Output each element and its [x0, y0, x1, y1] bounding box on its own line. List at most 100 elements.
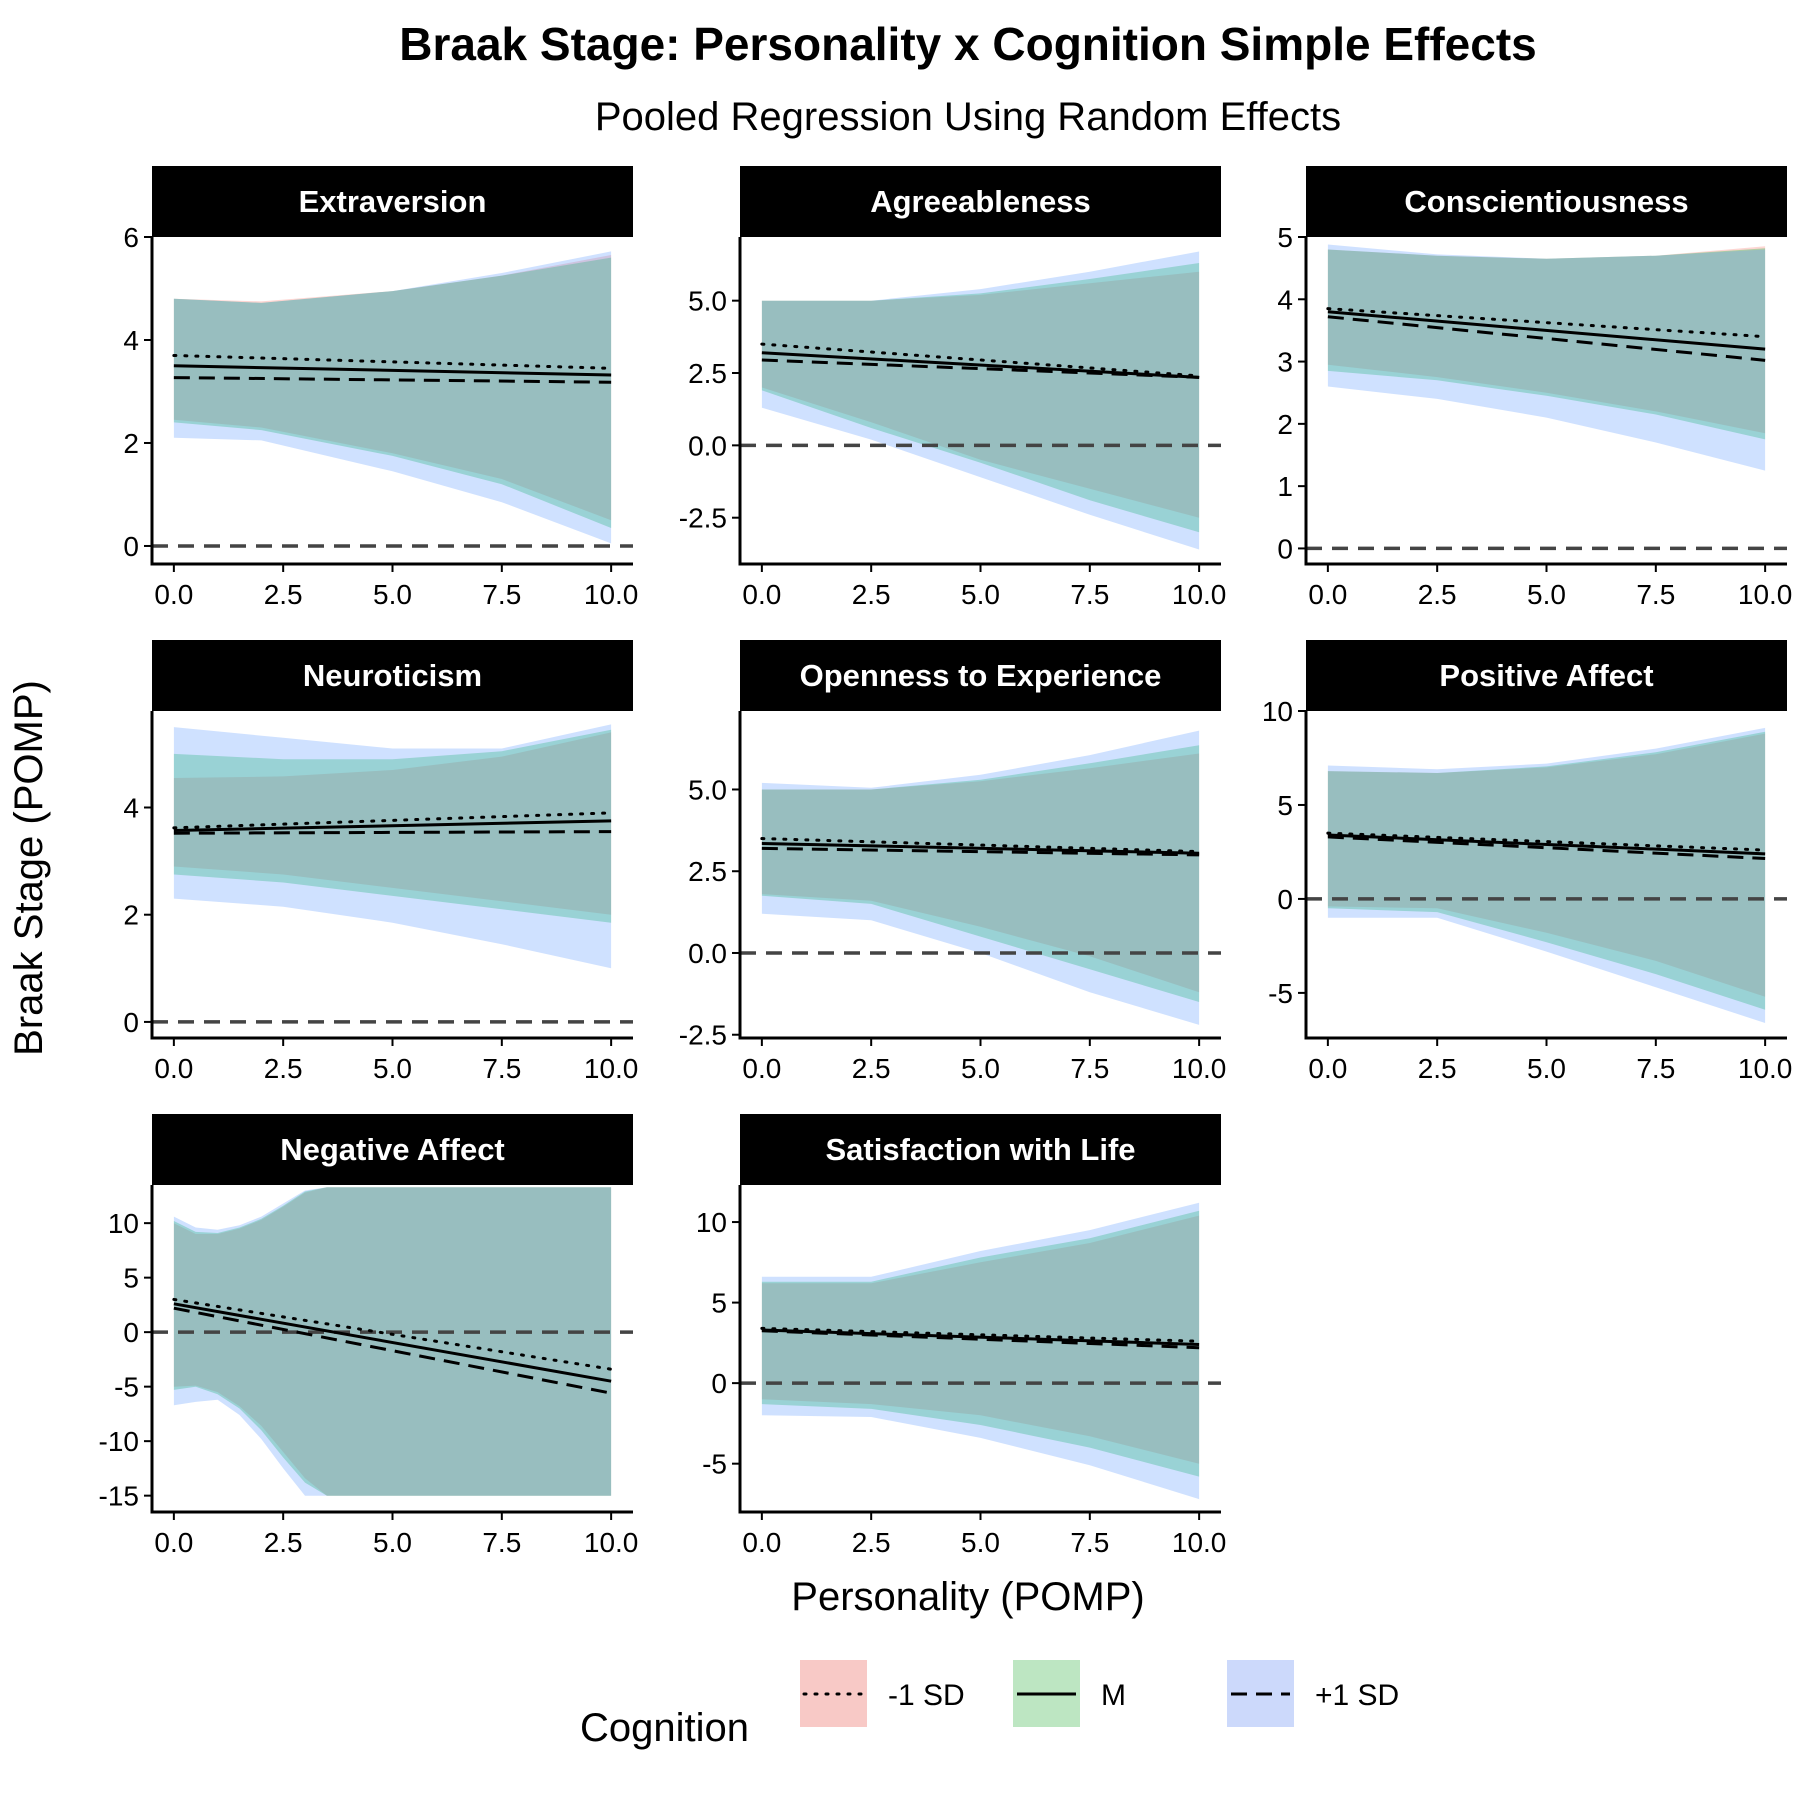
line-minus1sd-openness-to-experience [760, 837, 1201, 854]
strip-label-positive-affect: Positive Affect [1439, 658, 1653, 693]
strip-conscientiousness [1306, 166, 1787, 237]
panel-satisfaction-with-life: Satisfaction with Life -5 0 5 10 0.0 2.5 5.0 7.5… [696, 1114, 1227, 1558]
panel-openness-to-experience: Openness to Experience -2.5 0.0 2.5 5.0 0.0 2.… [679, 640, 1227, 1084]
strip-neuroticism [152, 640, 633, 711]
ribbon-minus1sd-extraversion [173, 255, 612, 521]
x-tick-label-neuroticism: 10.0 [584, 1053, 639, 1084]
panel-extraversion: Extraversion 0 2 4 6 0.0 2.5 5.0 7.5 10.0 [123, 166, 638, 610]
y-tick-label-openness-to-experience: 0.0 [688, 938, 727, 969]
x-tick-label-satisfaction-with-life: 5.0 [961, 1527, 1000, 1558]
line-mean-openness-to-experience [761, 841, 1200, 855]
x-tick-label-negative-affect: 2.5 [264, 1527, 303, 1558]
plot-area-negative-affect [152, 1187, 633, 1496]
ribbon-mean-satisfaction-with-life [761, 1210, 1200, 1477]
panel-negative-affect: Negative Affect -15 -10 -5 0 5 10 0.0 2.5 5.0 7.5 1… [99, 1114, 638, 1558]
x-tick-label-openness-to-experience: 7.5 [1070, 1053, 1109, 1084]
x-tick-label-negative-affect: 5.0 [373, 1527, 412, 1558]
x-tick-label-agreeableness: 5.0 [961, 579, 1000, 610]
line-plus1sd-neuroticism [173, 830, 612, 835]
x-tick-label-negative-affect: 0.0 [154, 1527, 193, 1558]
ribbon-minus1sd-neuroticism [173, 732, 612, 915]
x-tick-label-satisfaction-with-life: 0.0 [742, 1527, 781, 1558]
y-tick-label-negative-affect: 10 [108, 1208, 139, 1239]
x-tick-label-extraversion: 0.0 [154, 579, 193, 610]
plot-area-neuroticism [152, 724, 633, 1024]
x-tick-label-positive-affect: 5.0 [1527, 1053, 1566, 1084]
line-plus1sd-positive-affect [1327, 835, 1766, 861]
ribbon-minus1sd-agreeableness [761, 271, 1200, 518]
y-tick-label-positive-affect: -5 [1268, 978, 1293, 1009]
x-tick-label-conscientiousness: 0.0 [1308, 579, 1347, 610]
line-minus1sd-satisfaction-with-life [760, 1326, 1201, 1343]
y-tick-label-openness-to-experience: -2.5 [679, 1020, 727, 1051]
y-tick-label-satisfaction-with-life: -5 [702, 1449, 727, 1480]
y-tick-label-extraversion: 2 [123, 428, 139, 459]
plot-area-positive-affect [1306, 727, 1787, 1023]
strip-agreeableness [740, 166, 1221, 237]
ribbon-mean-openness-to-experience [761, 745, 1200, 1002]
plot-area-extraversion [152, 251, 633, 548]
x-tick-label-conscientiousness: 2.5 [1418, 579, 1457, 610]
y-axis-title: Braak Stage (POMP) [7, 680, 51, 1056]
y-tick-label-conscientiousness: 2 [1277, 409, 1293, 440]
x-tick-label-positive-affect: 2.5 [1418, 1053, 1457, 1084]
y-tick-label-negative-affect: -5 [114, 1372, 139, 1403]
ribbon-mean-extraversion [173, 257, 612, 528]
line-minus1sd-positive-affect [1326, 831, 1767, 852]
y-tick-label-satisfaction-with-life: 0 [711, 1368, 727, 1399]
x-tick-label-satisfaction-with-life: 2.5 [852, 1527, 891, 1558]
ribbon-plus1sd-neuroticism [173, 724, 612, 969]
strip-label-agreeableness: Agreeableness [870, 184, 1091, 219]
strip-label-satisfaction-with-life: Satisfaction with Life [825, 1132, 1135, 1167]
plot-area-agreeableness [740, 251, 1221, 550]
line-mean-conscientiousness [1327, 310, 1766, 351]
line-minus1sd-conscientiousness [1326, 307, 1767, 339]
y-tick-label-conscientiousness: 0 [1277, 533, 1293, 564]
plot-area-openness-to-experience [740, 730, 1221, 1025]
x-tick-label-openness-to-experience: 5.0 [961, 1053, 1000, 1084]
plot-area-conscientiousness [1306, 244, 1787, 551]
line-mean-negative-affect [173, 1302, 612, 1383]
legend-label-plus1sd: +1 SD [1315, 1679, 1399, 1712]
legend-label-mean: M [1101, 1679, 1126, 1712]
ribbon-plus1sd-extraversion [173, 251, 612, 544]
x-tick-label-satisfaction-with-life: 10.0 [1172, 1527, 1227, 1558]
y-tick-label-neuroticism: 4 [123, 792, 139, 823]
y-tick-label-positive-affect: 10 [1262, 696, 1293, 727]
x-tick-label-agreeableness: 2.5 [852, 579, 891, 610]
y-tick-label-openness-to-experience: 2.5 [688, 856, 727, 887]
y-tick-label-neuroticism: 2 [123, 900, 139, 931]
y-tick-label-positive-affect: 0 [1277, 884, 1293, 915]
x-tick-label-negative-affect: 7.5 [482, 1527, 521, 1558]
y-tick-label-negative-affect: 0 [123, 1317, 139, 1348]
strip-extraversion [152, 166, 633, 237]
line-minus1sd-neuroticism [172, 811, 613, 830]
line-plus1sd-agreeableness [761, 358, 1200, 379]
ribbon-plus1sd-positive-affect [1327, 727, 1766, 1023]
strip-openness-to-experience [740, 640, 1221, 711]
x-axis-title: Personality (POMP) [791, 1575, 1144, 1619]
panel-agreeableness: Agreeableness -2.5 0.0 2.5 5.0 0.0 2.5 5.0 7.5 10… [679, 166, 1227, 610]
y-tick-label-conscientiousness: 5 [1277, 222, 1293, 253]
chart-title: Braak Stage: Personality x Cognition Sim… [399, 18, 1537, 70]
x-tick-label-openness-to-experience: 0.0 [742, 1053, 781, 1084]
legend-title: Cognition [580, 1706, 749, 1750]
y-tick-label-satisfaction-with-life: 5 [711, 1288, 727, 1319]
x-tick-label-openness-to-experience: 10.0 [1172, 1053, 1227, 1084]
ribbon-plus1sd-conscientiousness [1327, 244, 1766, 471]
y-tick-label-extraversion: 0 [123, 531, 139, 562]
panel-neuroticism: Neuroticism 0 2 4 0.0 2.5 5.0 7.5 10.0 [123, 640, 638, 1084]
x-tick-label-neuroticism: 2.5 [264, 1053, 303, 1084]
line-mean-positive-affect [1327, 833, 1766, 856]
strip-positive-affect [1306, 640, 1787, 711]
line-mean-extraversion [173, 364, 612, 377]
line-minus1sd-agreeableness [760, 342, 1201, 378]
y-tick-label-agreeableness: -2.5 [679, 503, 727, 534]
line-mean-neuroticism [173, 819, 612, 833]
x-tick-label-agreeableness: 10.0 [1172, 579, 1227, 610]
ribbon-minus1sd-conscientiousness [1327, 246, 1766, 434]
y-tick-label-satisfaction-with-life: 10 [696, 1207, 727, 1238]
strip-label-conscientiousness: Conscientiousness [1404, 184, 1688, 219]
y-tick-label-negative-affect: -15 [99, 1481, 139, 1512]
